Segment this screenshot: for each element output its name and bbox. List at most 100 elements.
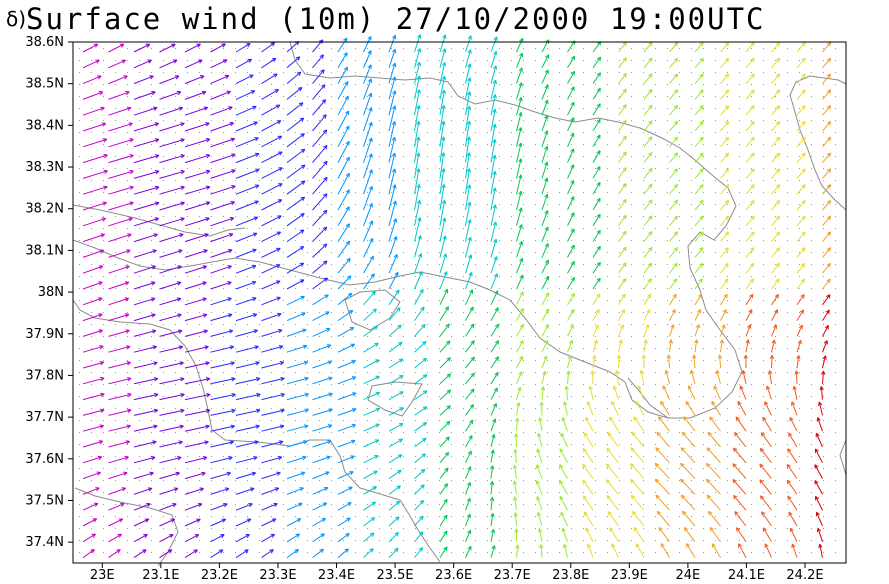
wind-arrow	[159, 534, 174, 543]
wind-arrow	[82, 91, 104, 100]
wind-arrow	[745, 293, 754, 306]
wind-arrow	[363, 203, 373, 226]
wind-arrow	[669, 293, 677, 306]
wind-arrow	[720, 293, 728, 306]
wind-arrow	[235, 105, 257, 116]
wind-arrow	[465, 91, 472, 116]
wind-arrow	[656, 431, 670, 448]
wind-arrow	[184, 297, 207, 306]
wind-arrow	[235, 74, 254, 85]
wind-arrow	[771, 41, 781, 53]
wind-arrow	[286, 246, 305, 258]
wind-arrow	[643, 57, 653, 69]
wind-arrow	[516, 112, 523, 132]
wind-arrow	[643, 278, 652, 290]
wind-arrow	[210, 137, 236, 148]
wind-arrow	[286, 196, 306, 211]
wind-arrow	[159, 329, 183, 337]
wind-arrow	[210, 345, 234, 353]
wind-arrow	[363, 50, 372, 68]
wind-arrow	[184, 281, 207, 290]
wind-arrow	[741, 370, 747, 384]
wind-arrow	[286, 471, 306, 480]
wind-arrow	[439, 105, 446, 132]
wind-arrow	[184, 106, 209, 116]
wind-arrow	[184, 313, 208, 322]
wind-arrow	[363, 532, 375, 543]
wind-arrow	[490, 94, 497, 116]
wind-arrow	[745, 41, 755, 53]
lat-label: 38.2N	[25, 202, 64, 217]
lon-label: 23.9E	[611, 568, 648, 583]
small-island	[367, 381, 423, 417]
wind-arrow	[235, 184, 260, 195]
wind-arrow	[286, 229, 305, 243]
wind-arrow	[618, 339, 623, 353]
wind-arrow	[771, 57, 781, 69]
wind-arrow	[771, 152, 781, 163]
wind-arrow	[388, 105, 397, 132]
wind-arrow	[439, 373, 452, 385]
wind-arrow	[465, 545, 472, 558]
wind-arrow	[618, 167, 627, 179]
wind-arrow	[261, 502, 278, 511]
wind-arrow	[694, 41, 704, 53]
wind-arrow	[630, 463, 645, 479]
wind-arrow	[643, 120, 653, 132]
wind-arrow	[261, 296, 281, 306]
wind-arrow	[516, 127, 523, 147]
wind-arrow	[210, 549, 224, 559]
wind-arrow	[133, 518, 150, 527]
wind-arrow	[363, 273, 375, 290]
wind-arrow	[133, 533, 148, 543]
wind-arrow	[630, 447, 645, 464]
wind-arrow	[261, 392, 285, 401]
wind-arrow	[133, 106, 158, 116]
wind-arrow	[439, 420, 451, 432]
wind-arrow	[611, 543, 619, 558]
wind-arrow	[760, 432, 772, 448]
wind-arrow	[516, 52, 524, 68]
wind-arrow	[261, 361, 285, 369]
wind-arrow	[261, 135, 283, 148]
wind-arrow	[439, 253, 448, 274]
wind-arrow	[337, 258, 351, 274]
wind-arrow	[815, 432, 823, 448]
wind-arrow	[312, 54, 324, 69]
wind-arrow	[643, 136, 653, 148]
wind-arrow	[720, 184, 730, 195]
wind-arrow	[414, 323, 426, 337]
wind-arrow	[82, 502, 99, 511]
wind-arrow	[261, 280, 281, 290]
wind-arrow	[184, 329, 208, 337]
south-islet	[74, 487, 179, 567]
wind-arrow	[108, 455, 129, 464]
wind-arrow	[235, 518, 252, 527]
wind-arrow	[618, 246, 627, 258]
wind-arrow	[388, 48, 397, 68]
wind-arrow	[669, 120, 679, 132]
wind-arrow	[822, 215, 832, 227]
wind-arrow	[82, 392, 105, 401]
lon-label: 23.2E	[201, 568, 238, 583]
wind-arrow	[312, 311, 330, 322]
east-small-coast	[839, 439, 847, 476]
wind-arrow	[607, 511, 619, 527]
wind-arrow	[82, 59, 100, 69]
wind-arrow	[465, 450, 472, 464]
wind-arrow	[184, 408, 211, 416]
wind-arrow	[439, 323, 450, 337]
wind-arrow	[210, 169, 236, 179]
wind-arrow	[516, 340, 524, 353]
wind-arrow	[694, 309, 702, 321]
wind-arrow	[567, 55, 576, 69]
wind-arrow	[643, 293, 652, 306]
wind-arrow	[184, 169, 211, 179]
wind-arrow	[439, 199, 447, 226]
wind-arrow	[286, 408, 309, 416]
wind-arrow	[286, 360, 309, 369]
wind-arrow	[822, 136, 832, 148]
wind-arrow	[771, 231, 781, 242]
wind-arrow	[490, 256, 498, 274]
wind-arrow	[733, 494, 747, 511]
